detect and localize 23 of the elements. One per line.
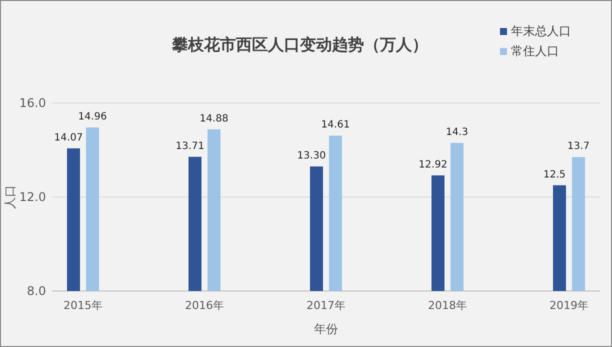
x-tick-label: 2018年 [428,299,467,312]
data-label: 14.88 [200,113,228,124]
data-label: 13.7 [567,141,590,152]
y-tick-label: 8.0 [26,284,46,298]
y-tick-label: 12.0 [19,190,46,204]
legend-label: 常住人口 [511,44,559,58]
data-label: 14.3 [446,126,468,138]
x-axis-title: 年份 [314,322,338,336]
x-tick-label: 2019年 [550,299,588,312]
data-label: 13.30 [297,150,326,162]
data-label: 14.61 [321,120,350,131]
data-label: 14.07 [54,132,83,144]
chart-title: 攀枝花市西区人口变动趋势（万人） [171,35,428,54]
legend-label: 年末总人口 [511,24,571,38]
data-label: 12.5 [543,169,566,180]
y-tick-label: 16.0 [19,96,46,110]
x-tick-label: 2015年 [64,299,102,312]
y-axis-title: 人口 [3,185,17,209]
data-label: 13.71 [176,140,204,152]
data-label: 14.96 [78,111,107,122]
x-tick-label: 2017年 [306,299,346,312]
x-tick-label: 2016年 [185,299,224,312]
data-label: 12.92 [418,159,448,170]
